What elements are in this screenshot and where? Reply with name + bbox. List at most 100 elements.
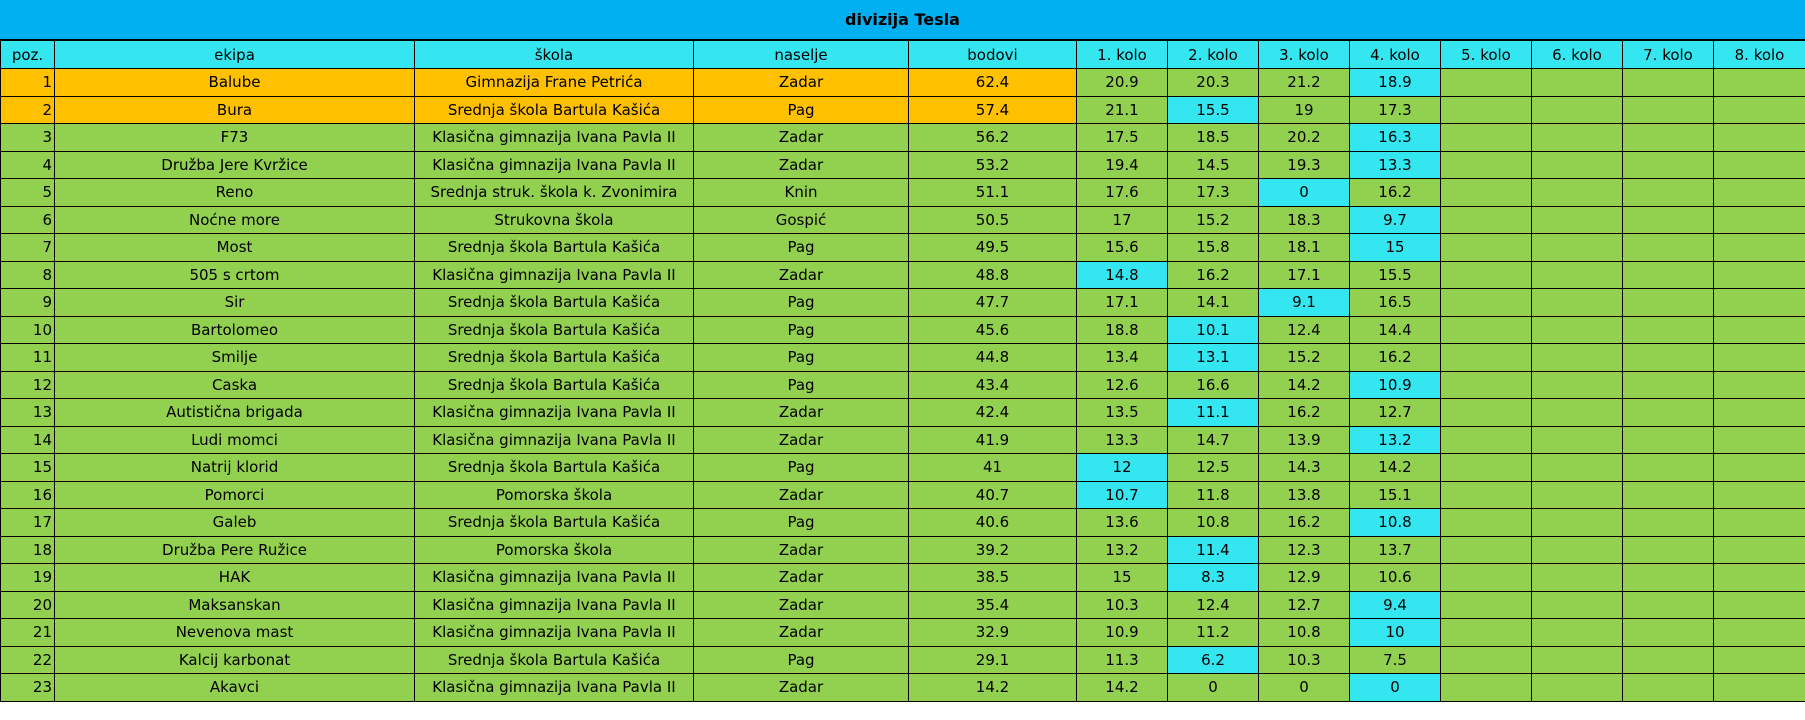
- team-row: 6 Noćne more Strukovna škola Gospić 50.5 17 15…: [0, 205, 1805, 234]
- cell: 16.5: [1349, 288, 1441, 317]
- cell: 0: [1349, 673, 1441, 702]
- cell: 41: [908, 453, 1077, 482]
- empty-cell: [1622, 563, 1714, 592]
- cell: Zadar: [693, 618, 909, 647]
- team-row: 23 Akavci Klasična gimnazija Ivana Pavla I…: [0, 673, 1805, 702]
- cell: Smilje: [54, 343, 415, 372]
- empty-cell: [1531, 673, 1623, 702]
- cell: 15: [0, 453, 55, 482]
- team-row: 16 Pomorci Pomorska škola Zadar 40.7 10.7 11.8…: [0, 480, 1805, 509]
- empty-cell: [1622, 205, 1714, 234]
- cell: 13.2: [1076, 535, 1168, 564]
- empty-cell: [1531, 453, 1623, 482]
- cell: 12.4: [1258, 315, 1350, 344]
- empty-cell: [1531, 398, 1623, 427]
- team-row: 4 Družba Jere Kvržice Klasična gimnazija I…: [0, 150, 1805, 179]
- empty-cell: [1531, 508, 1623, 537]
- cell: 17: [0, 508, 55, 537]
- cell: 4: [0, 150, 55, 179]
- header-cell: ekipa: [54, 40, 415, 69]
- cell: Zadar: [693, 123, 909, 152]
- empty-cell: [1531, 95, 1623, 124]
- cell: 41.9: [908, 425, 1077, 454]
- empty-cell: [1440, 288, 1532, 317]
- cell: 11.3: [1076, 645, 1168, 674]
- cell: 15.5: [1349, 260, 1441, 289]
- cell: 0: [1167, 673, 1259, 702]
- cell: 12.7: [1258, 590, 1350, 619]
- cell: Sir: [54, 288, 415, 317]
- empty-cell: [1531, 150, 1623, 179]
- empty-cell: [1531, 343, 1623, 372]
- cell: 15: [1349, 233, 1441, 262]
- cell: Reno: [54, 178, 415, 207]
- cell: Klasična gimnazija Ivana Pavla II: [414, 150, 694, 179]
- cell: 15: [1076, 563, 1168, 592]
- empty-cell: [1440, 590, 1532, 619]
- cell: Pag: [693, 343, 909, 372]
- empty-cell: [1531, 205, 1623, 234]
- empty-cell: [1531, 370, 1623, 399]
- empty-cell: [1713, 178, 1805, 207]
- cell: 16.2: [1349, 178, 1441, 207]
- standings-table: poz. ekipa škola naselje bodovi 1. kolo 2. kol…: [0, 40, 1805, 702]
- cell: Srednja škola Bartula Kašića: [414, 315, 694, 344]
- empty-cell: [1531, 123, 1623, 152]
- empty-cell: [1440, 205, 1532, 234]
- cell: Srednja škola Bartula Kašića: [414, 453, 694, 482]
- empty-cell: [1440, 68, 1532, 97]
- cell: 9.4: [1349, 590, 1441, 619]
- cell: 17.6: [1076, 178, 1168, 207]
- cell: 14.4: [1349, 315, 1441, 344]
- empty-cell: [1440, 123, 1532, 152]
- empty-cell: [1622, 480, 1714, 509]
- team-row: 10 Bartolomeo Srednja škola Bartula Kašića…: [0, 315, 1805, 344]
- cell: Pag: [693, 288, 909, 317]
- cell: Zadar: [693, 673, 909, 702]
- empty-cell: [1622, 508, 1714, 537]
- cell: 10.7: [1076, 480, 1168, 509]
- empty-cell: [1622, 260, 1714, 289]
- cell: Maksanskan: [54, 590, 415, 619]
- empty-cell: [1622, 233, 1714, 262]
- cell: 15.1: [1349, 480, 1441, 509]
- empty-cell: [1440, 398, 1532, 427]
- team-row: 20 Maksanskan Klasična gimnazija Ivana Pav…: [0, 590, 1805, 619]
- team-row: 21 Nevenova mast Klasična gimnazija Ivana …: [0, 618, 1805, 647]
- cell: Srednja škola Bartula Kašića: [414, 508, 694, 537]
- empty-cell: [1440, 453, 1532, 482]
- cell: 15.2: [1258, 343, 1350, 372]
- empty-cell: [1622, 343, 1714, 372]
- cell: 14.5: [1167, 150, 1259, 179]
- empty-cell: [1622, 123, 1714, 152]
- cell: 3: [0, 123, 55, 152]
- cell: 15.5: [1167, 95, 1259, 124]
- cell: Knin: [693, 178, 909, 207]
- cell: Srednja škola Bartula Kašića: [414, 233, 694, 262]
- empty-cell: [1531, 535, 1623, 564]
- cell: 12: [0, 370, 55, 399]
- empty-cell: [1622, 370, 1714, 399]
- cell: 11.2: [1167, 618, 1259, 647]
- cell: 29.1: [908, 645, 1077, 674]
- cell: 10: [1349, 618, 1441, 647]
- cell: 40.7: [908, 480, 1077, 509]
- cell: 12.9: [1258, 563, 1350, 592]
- cell: 11.8: [1167, 480, 1259, 509]
- cell: Bartolomeo: [54, 315, 415, 344]
- empty-cell: [1440, 150, 1532, 179]
- cell: 32.9: [908, 618, 1077, 647]
- cell: 0: [1258, 673, 1350, 702]
- cell: Most: [54, 233, 415, 262]
- cell: 12.5: [1167, 453, 1259, 482]
- empty-cell: [1622, 535, 1714, 564]
- cell: 17: [1076, 205, 1168, 234]
- cell: 47.7: [908, 288, 1077, 317]
- empty-cell: [1713, 288, 1805, 317]
- cell: 13.5: [1076, 398, 1168, 427]
- cell: Družba Jere Kvržice: [54, 150, 415, 179]
- cell: Noćne more: [54, 205, 415, 234]
- cell: Zadar: [693, 425, 909, 454]
- cell: 20.9: [1076, 68, 1168, 97]
